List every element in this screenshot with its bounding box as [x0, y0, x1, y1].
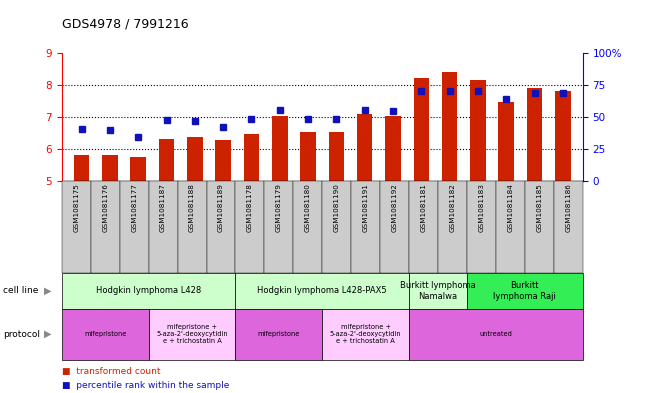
Bar: [442, 72, 458, 181]
Text: Burkitt lymphoma
Namalwa: Burkitt lymphoma Namalwa: [400, 281, 476, 301]
Bar: [215, 140, 231, 181]
Bar: [243, 134, 259, 181]
Text: GSM1081184: GSM1081184: [507, 183, 513, 231]
Text: protocol: protocol: [3, 330, 40, 338]
Text: GSM1081179: GSM1081179: [276, 183, 282, 231]
Bar: [130, 158, 146, 181]
Text: ■  percentile rank within the sample: ■ percentile rank within the sample: [62, 381, 229, 389]
Text: mifepristone +
5-aza-2'-deoxycytidin
e + trichostatin A: mifepristone + 5-aza-2'-deoxycytidin e +…: [156, 324, 228, 344]
Text: ■  transformed count: ■ transformed count: [62, 367, 160, 376]
Text: GDS4978 / 7991216: GDS4978 / 7991216: [62, 18, 189, 31]
Text: GSM1081180: GSM1081180: [305, 183, 311, 231]
Text: mifepristone: mifepristone: [84, 331, 126, 337]
Text: mifepristone +
5-aza-2'-deoxycytidin
e + trichostatin A: mifepristone + 5-aza-2'-deoxycytidin e +…: [330, 324, 402, 344]
Text: GSM1081186: GSM1081186: [565, 183, 571, 231]
Text: GSM1081176: GSM1081176: [102, 183, 108, 231]
Text: cell line: cell line: [3, 286, 38, 295]
Text: ▶: ▶: [44, 329, 52, 339]
Text: mifepristone: mifepristone: [258, 331, 300, 337]
Text: GSM1081183: GSM1081183: [478, 183, 484, 231]
Bar: [159, 139, 174, 181]
Bar: [499, 102, 514, 181]
Text: untreated: untreated: [479, 331, 512, 337]
Text: ▶: ▶: [44, 286, 52, 296]
Text: GSM1081178: GSM1081178: [247, 183, 253, 231]
Text: GSM1081177: GSM1081177: [132, 183, 137, 231]
Text: Burkitt
lymphoma Raji: Burkitt lymphoma Raji: [493, 281, 556, 301]
Bar: [102, 154, 118, 181]
Bar: [329, 132, 344, 181]
Bar: [413, 78, 429, 181]
Bar: [357, 114, 372, 181]
Bar: [470, 79, 486, 181]
Text: GSM1081181: GSM1081181: [421, 183, 426, 231]
Text: Hodgkin lymphoma L428-PAX5: Hodgkin lymphoma L428-PAX5: [257, 286, 387, 295]
Bar: [385, 116, 401, 181]
Bar: [527, 88, 542, 181]
Text: Hodgkin lymphoma L428: Hodgkin lymphoma L428: [96, 286, 201, 295]
Text: GSM1081190: GSM1081190: [334, 183, 340, 231]
Bar: [300, 132, 316, 181]
Bar: [555, 91, 571, 181]
Text: GSM1081185: GSM1081185: [536, 183, 542, 231]
Text: GSM1081182: GSM1081182: [449, 183, 456, 231]
Bar: [74, 154, 89, 181]
Text: GSM1081189: GSM1081189: [218, 183, 224, 231]
Text: GSM1081188: GSM1081188: [189, 183, 195, 231]
Text: GSM1081192: GSM1081192: [392, 183, 398, 231]
Text: GSM1081187: GSM1081187: [160, 183, 166, 231]
Text: GSM1081175: GSM1081175: [74, 183, 79, 231]
Text: GSM1081191: GSM1081191: [363, 183, 368, 231]
Bar: [187, 137, 202, 181]
Bar: [272, 116, 288, 181]
